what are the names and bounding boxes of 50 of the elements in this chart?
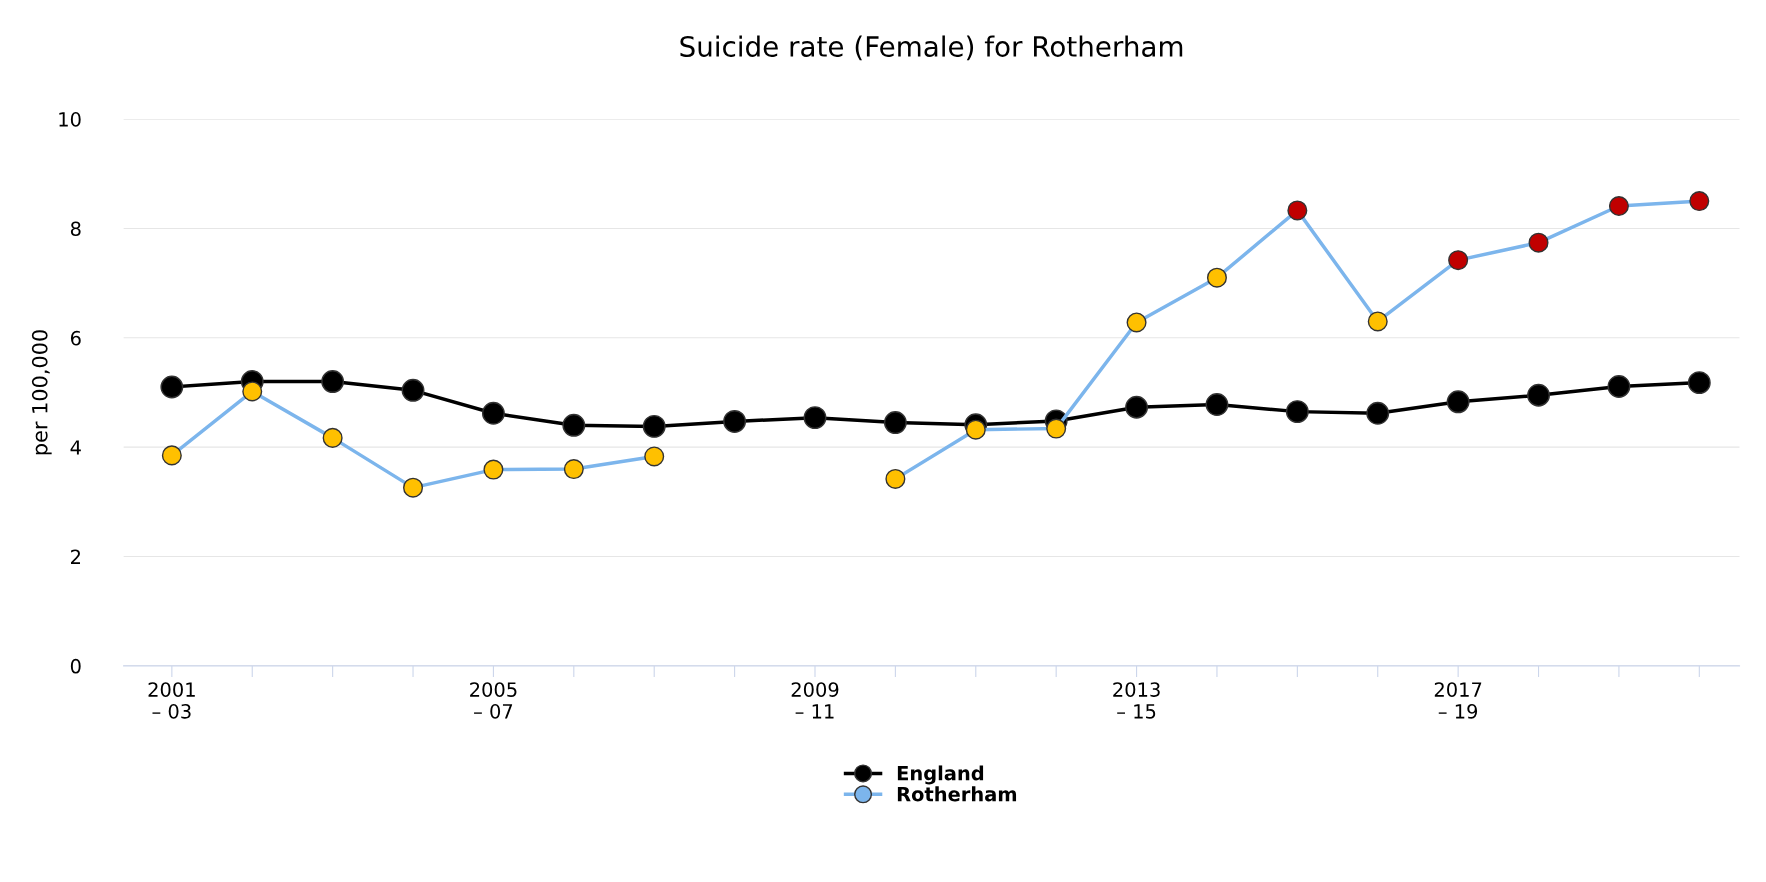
point — [483, 459, 504, 480]
y-tick-label: 6 — [70, 330, 81, 346]
point — [1446, 390, 1470, 414]
point — [1367, 311, 1388, 332]
point — [883, 411, 907, 435]
y-axis-title: per 100,000 — [31, 330, 52, 455]
point — [481, 401, 505, 425]
point — [1448, 250, 1469, 271]
point — [803, 406, 827, 430]
x-tick-label: 2013 – 15 — [1113, 682, 1160, 719]
point — [1608, 196, 1629, 217]
y-tick-label: 4 — [70, 440, 81, 455]
point — [1125, 395, 1149, 419]
point — [403, 477, 424, 498]
y-tick-label: 2 — [71, 549, 81, 564]
point — [160, 375, 184, 399]
point — [644, 446, 665, 467]
point — [1287, 200, 1308, 221]
point — [642, 414, 666, 438]
legend-label: Rotherham — [897, 786, 1017, 802]
point — [1206, 267, 1227, 288]
point — [242, 381, 263, 402]
point — [1285, 400, 1309, 424]
point — [562, 413, 586, 437]
point — [401, 378, 425, 402]
point — [1607, 375, 1631, 398]
point — [1046, 418, 1067, 439]
point — [563, 459, 584, 480]
point — [1126, 312, 1147, 333]
point — [1527, 383, 1550, 407]
point — [1366, 401, 1390, 425]
point — [1689, 191, 1710, 212]
legend-label: England — [897, 765, 984, 785]
point — [322, 427, 343, 448]
x-tick-label: 2017 – 19 — [1434, 682, 1482, 719]
x-tick-label: 2005 – 07 — [470, 682, 517, 719]
point — [321, 370, 345, 394]
point — [965, 419, 986, 440]
y-tick-label: 8 — [70, 221, 81, 237]
point — [1205, 393, 1229, 416]
y-tick-label: 0 — [70, 658, 81, 674]
point — [1687, 371, 1711, 395]
point — [885, 468, 906, 489]
x-tick-label: 2009 – 11 — [791, 682, 839, 719]
chart-title: Suicide rate (Female) for Rotherham — [680, 35, 1183, 61]
point — [723, 410, 747, 433]
point — [161, 445, 182, 466]
point — [1528, 232, 1549, 253]
x-tick-label: 2001 – 03 — [148, 682, 195, 719]
y-tick-label: 10 — [59, 112, 81, 127]
